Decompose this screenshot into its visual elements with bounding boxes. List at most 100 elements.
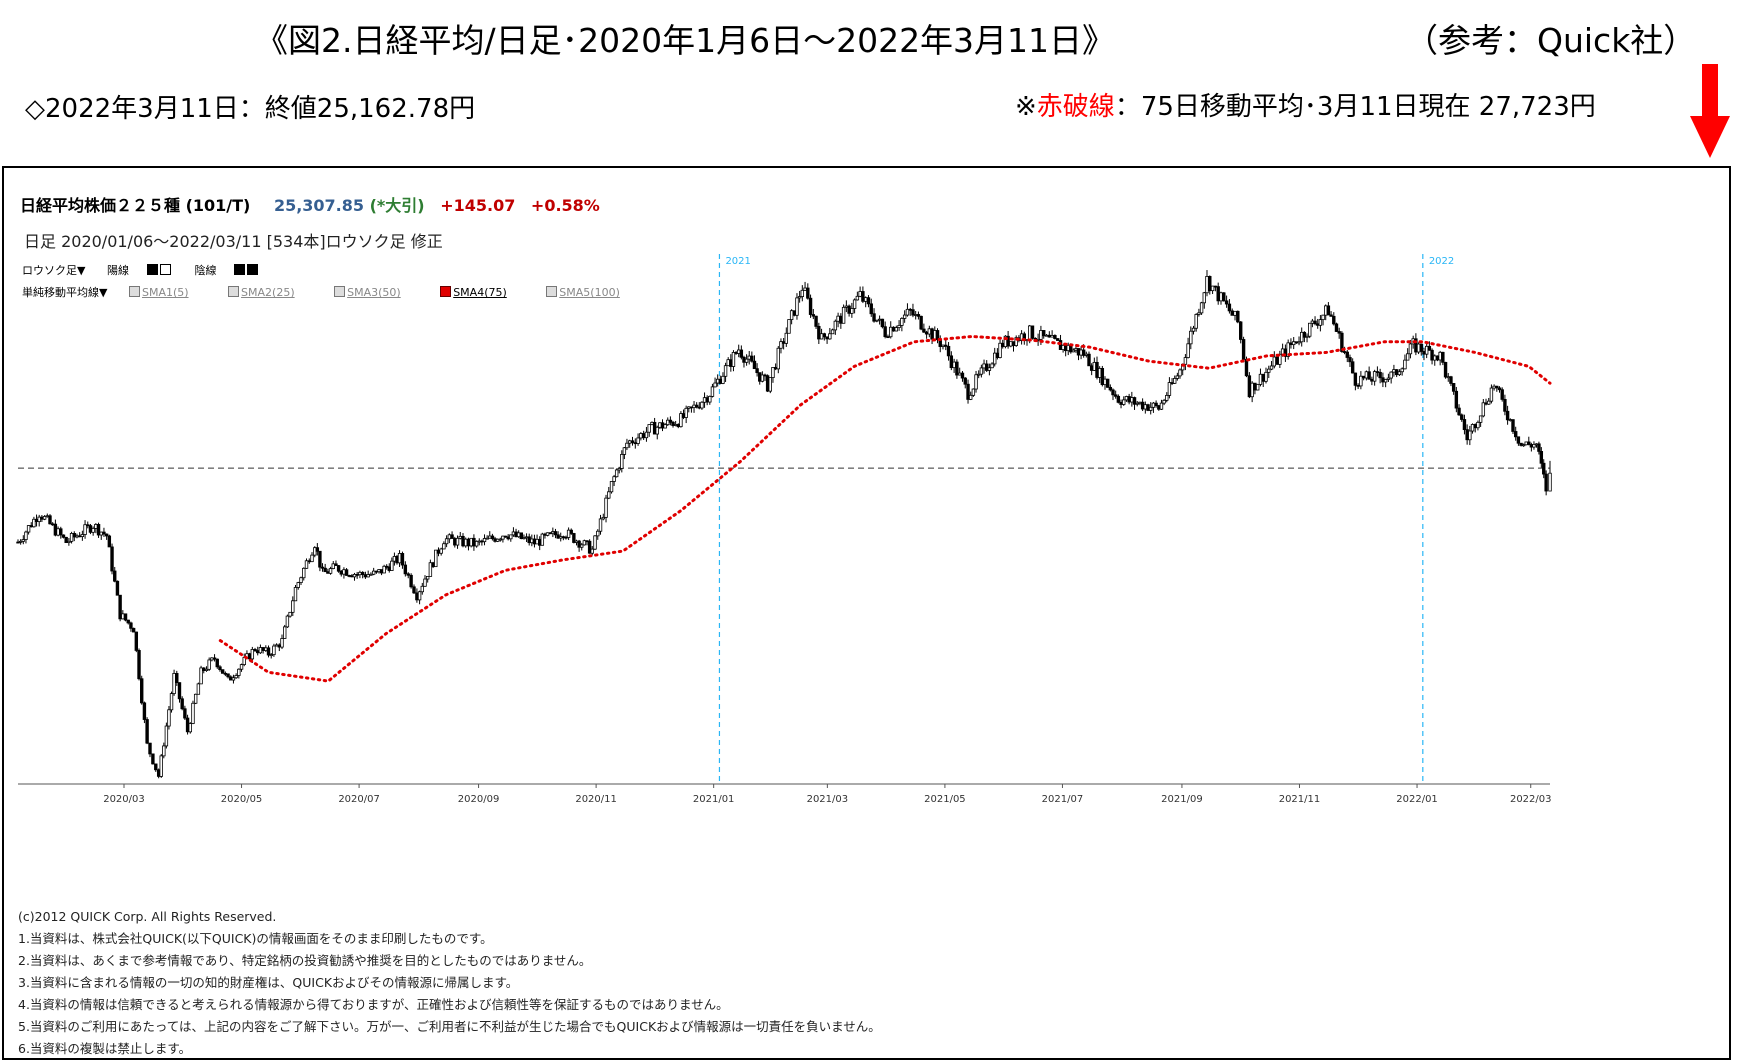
candle-body bbox=[256, 650, 260, 654]
candle-body bbox=[852, 299, 857, 309]
candle-body bbox=[283, 626, 287, 639]
candle-body bbox=[328, 568, 333, 574]
candle-body bbox=[1258, 373, 1263, 385]
candle-body bbox=[1178, 369, 1182, 377]
disclaimer-line: (c)2012 QUICK Corp. All Rights Reserved. bbox=[18, 909, 277, 924]
candle-body bbox=[811, 314, 816, 317]
sma4-toggle[interactable]: SMA4(75) bbox=[440, 286, 525, 299]
candle-body bbox=[1389, 371, 1393, 379]
candle-body bbox=[75, 535, 79, 538]
candle-body bbox=[1097, 368, 1102, 378]
candle-body bbox=[880, 318, 885, 328]
candle-body bbox=[660, 422, 665, 429]
candle-body bbox=[1470, 424, 1475, 432]
candle-body bbox=[1157, 405, 1161, 410]
candle-body bbox=[439, 548, 443, 554]
disclaimer-line: 5.当資料のご利用にあたっては、上記の内容をご了解下さい。万が一、ご利用者に不利… bbox=[18, 1019, 881, 1034]
candle-body bbox=[1216, 286, 1220, 302]
candle-body bbox=[647, 424, 651, 433]
candle-body bbox=[655, 426, 659, 435]
candle-body bbox=[1297, 341, 1301, 344]
candle-body bbox=[40, 516, 44, 520]
candle-body bbox=[955, 361, 959, 376]
candle-type-menu[interactable]: ロウソク足▼ bbox=[22, 264, 86, 277]
sma2-toggle[interactable]: SMA2(25) bbox=[228, 286, 313, 299]
candle-body bbox=[995, 352, 1000, 358]
candle-body bbox=[825, 336, 829, 340]
candle-body bbox=[215, 658, 219, 668]
candle-body bbox=[250, 649, 255, 660]
sma5-toggle[interactable]: SMA5(100) bbox=[546, 286, 638, 299]
candle-body bbox=[1250, 382, 1254, 398]
candle-body bbox=[477, 540, 481, 543]
candle-body bbox=[29, 525, 33, 528]
candle-body bbox=[1006, 335, 1010, 347]
candle-body bbox=[913, 314, 918, 316]
candle-body bbox=[663, 424, 667, 429]
candle-body bbox=[866, 297, 871, 305]
candle-body bbox=[861, 291, 865, 302]
candle-body bbox=[614, 469, 619, 478]
candle-body bbox=[718, 378, 723, 384]
candle-body bbox=[154, 763, 158, 771]
candle-body bbox=[822, 333, 827, 338]
sma3-toggle[interactable]: SMA3(50) bbox=[334, 286, 419, 299]
candle-body bbox=[296, 582, 300, 588]
candle-body bbox=[1275, 356, 1279, 365]
x-tick-label: 2020/03 bbox=[103, 794, 145, 805]
candle-body bbox=[64, 536, 68, 543]
sma1-toggle[interactable]: SMA1(5) bbox=[128, 286, 207, 299]
candle-body bbox=[347, 575, 351, 577]
candle-body bbox=[1419, 343, 1423, 352]
candle-body bbox=[710, 386, 715, 397]
candle-body bbox=[902, 314, 907, 319]
candle-body bbox=[960, 372, 965, 379]
candle-body bbox=[612, 476, 616, 482]
candle-body bbox=[784, 332, 788, 344]
candle-body bbox=[24, 531, 28, 540]
candle-body bbox=[548, 532, 552, 535]
candle-body bbox=[530, 538, 534, 544]
candle-body bbox=[69, 533, 74, 542]
candle-body bbox=[1492, 385, 1496, 389]
candle-body bbox=[253, 649, 257, 652]
candle-body bbox=[169, 693, 174, 711]
candle-body bbox=[726, 359, 730, 367]
candle-body bbox=[94, 524, 98, 529]
candle-body bbox=[1316, 323, 1320, 326]
candle-body bbox=[519, 532, 524, 540]
candle-body bbox=[77, 535, 82, 538]
candle-body bbox=[877, 318, 882, 321]
up-candle-label: 陽線 bbox=[106, 264, 129, 277]
candle-body bbox=[1446, 376, 1450, 379]
candle-body bbox=[692, 404, 696, 409]
candle-body bbox=[897, 325, 901, 328]
candle-body bbox=[183, 708, 187, 719]
candle-body bbox=[277, 644, 282, 648]
candle-body bbox=[16, 541, 20, 544]
sma-menu[interactable]: 単純移動平均線▼ bbox=[22, 286, 108, 299]
candle-body bbox=[839, 315, 843, 324]
candle-body bbox=[819, 333, 824, 340]
candle-body bbox=[650, 421, 654, 425]
candle-body bbox=[204, 668, 209, 672]
candle-body bbox=[1370, 378, 1374, 382]
candle-body bbox=[768, 377, 772, 392]
candle-body bbox=[666, 419, 670, 426]
candle-body bbox=[1286, 342, 1290, 357]
candle-body bbox=[787, 319, 791, 334]
candle-body bbox=[795, 297, 799, 316]
candle-body bbox=[524, 536, 529, 539]
candle-body bbox=[990, 363, 994, 369]
candle-body bbox=[713, 382, 717, 388]
candle-body bbox=[1162, 399, 1166, 404]
candle-body bbox=[747, 355, 751, 360]
candle-body bbox=[1313, 320, 1317, 325]
candle-body bbox=[113, 570, 117, 582]
candle-body bbox=[974, 374, 978, 390]
candle-body bbox=[1516, 436, 1521, 444]
candle-body bbox=[1532, 443, 1536, 448]
x-tick-label: 2020/05 bbox=[221, 794, 263, 805]
candle-body bbox=[1264, 371, 1268, 382]
chart-period: 日足 2020/01/06～2022/03/11 [534本]ロウソク足 修正 bbox=[24, 232, 443, 251]
